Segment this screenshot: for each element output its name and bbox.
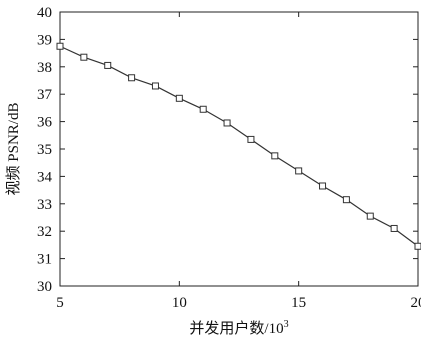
data-point xyxy=(151,82,159,90)
x-axis-title: 并发用户数/103 xyxy=(189,319,288,337)
x-tick-label: 20 xyxy=(411,295,421,311)
y-tick-label: 40 xyxy=(37,5,52,21)
y-tick-label: 38 xyxy=(37,60,52,76)
data-point xyxy=(223,119,231,127)
y-tick-label: 36 xyxy=(37,115,53,131)
y-tick-label: 32 xyxy=(37,224,52,240)
x-tick-label: 5 xyxy=(56,295,64,311)
data-point xyxy=(247,135,255,143)
y-tick-label: 31 xyxy=(37,252,52,268)
y-tick-label: 39 xyxy=(37,32,52,48)
data-point xyxy=(175,94,183,102)
y-tick-label: 33 xyxy=(37,197,52,213)
y-tick-label: 37 xyxy=(37,87,53,103)
data-point xyxy=(295,167,303,175)
x-tick-label: 15 xyxy=(291,295,306,311)
y-tick-label: 35 xyxy=(37,142,52,158)
x-tick-label: 10 xyxy=(172,295,187,311)
data-point xyxy=(56,42,64,50)
data-point xyxy=(366,212,374,220)
plot-frame xyxy=(59,11,419,287)
y-tick-label: 34 xyxy=(37,169,53,185)
data-point xyxy=(80,53,88,61)
data-point xyxy=(271,152,279,160)
data-point xyxy=(199,105,207,113)
data-point xyxy=(128,74,136,82)
y-tick-label: 30 xyxy=(37,279,52,295)
data-point xyxy=(342,196,350,204)
plot-layer: 5 10 15 20 30 31 32 33 34 35 36 37 38 39 40 xyxy=(37,5,421,311)
data-point xyxy=(104,61,112,69)
data-point xyxy=(390,224,398,232)
y-axis-title: 视频 PSNR/dB xyxy=(5,103,22,196)
data-point xyxy=(414,242,421,250)
data-point xyxy=(319,182,327,190)
series-line xyxy=(59,45,419,247)
